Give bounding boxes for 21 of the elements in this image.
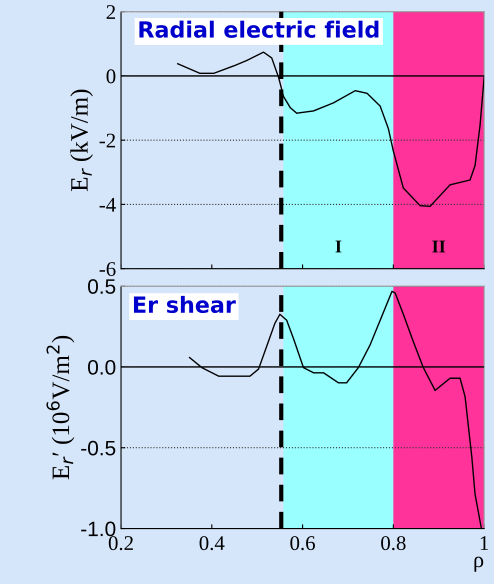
chart-title: Radial electric field xyxy=(139,20,378,38)
y-tick-label: 0 xyxy=(106,69,116,84)
chart-title: Er shear xyxy=(134,296,236,314)
y-tick-label: 2 xyxy=(106,5,116,19)
y-tick-label: -4 xyxy=(100,198,116,212)
y-tick-label: -0.5 xyxy=(81,440,116,456)
x-tick-label: 0.2 xyxy=(108,536,133,550)
x-tick-label: 0.8 xyxy=(381,536,406,550)
y-tick-label: -2 xyxy=(100,134,116,148)
band-label: I xyxy=(336,240,342,252)
y-tick-label: -1.0 xyxy=(81,522,116,536)
band-label: II xyxy=(432,240,446,252)
y-tick-label: 0.5 xyxy=(88,279,116,294)
x-axis-title: ρ xyxy=(474,556,484,572)
x-tick-label: 0.4 xyxy=(200,536,224,550)
x-tick-label: 1 xyxy=(480,536,488,550)
y-tick-label: 0.0 xyxy=(88,360,116,375)
y-axis-title: E$_{r}$′ (10$^{6}$V/m$^{2}$) xyxy=(46,336,74,480)
y-tick-label: -6 xyxy=(100,262,116,276)
y-axis-title: E$_{r}$ (kV/m) xyxy=(70,90,93,192)
x-tick-label: 0.6 xyxy=(290,536,315,550)
